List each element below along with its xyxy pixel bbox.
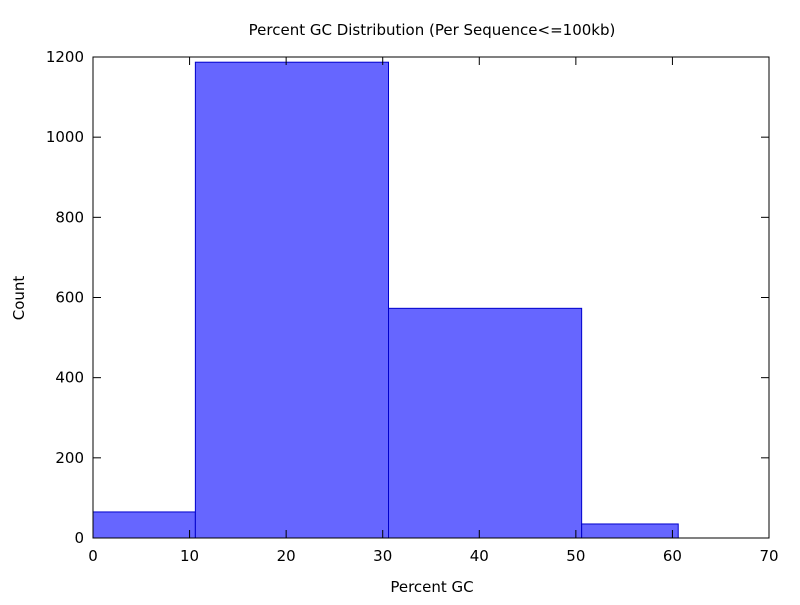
histogram-bar-2 [388,307,583,539]
bars-layer [92,61,679,539]
y-tick-label-1: 200 [55,449,84,467]
histogram-bar-3 [581,523,679,539]
y-axis-label: Count [10,276,28,321]
x-tick-label-3: 30 [373,547,392,565]
y-tick-label-2: 400 [55,369,84,387]
ticks-layer: 0 10 20 30 40 50 60 70 0 200 400 600 800 1000 1200 [46,48,779,565]
x-tick-label-6: 60 [663,547,682,565]
histogram-bar-0 [92,511,196,539]
y-tick-label-0: 0 [74,529,84,547]
y-tick-label-5: 1000 [46,128,84,146]
x-tick-label-2: 20 [277,547,296,565]
y-tick-label-3: 600 [55,289,84,307]
x-tick-label-4: 40 [470,547,489,565]
chart-title: Percent GC Distribution (Per Sequence<=1… [249,21,616,39]
x-tick-label-7: 70 [759,547,778,565]
y-tick-label-4: 800 [55,208,84,226]
x-tick-label-1: 10 [180,547,199,565]
y-tick-label-6: 1200 [46,48,84,66]
histogram-bar-1 [194,61,390,539]
x-axis-label: Percent GC [390,578,473,596]
x-tick-label-5: 50 [566,547,585,565]
x-tick-label-0: 0 [88,547,98,565]
